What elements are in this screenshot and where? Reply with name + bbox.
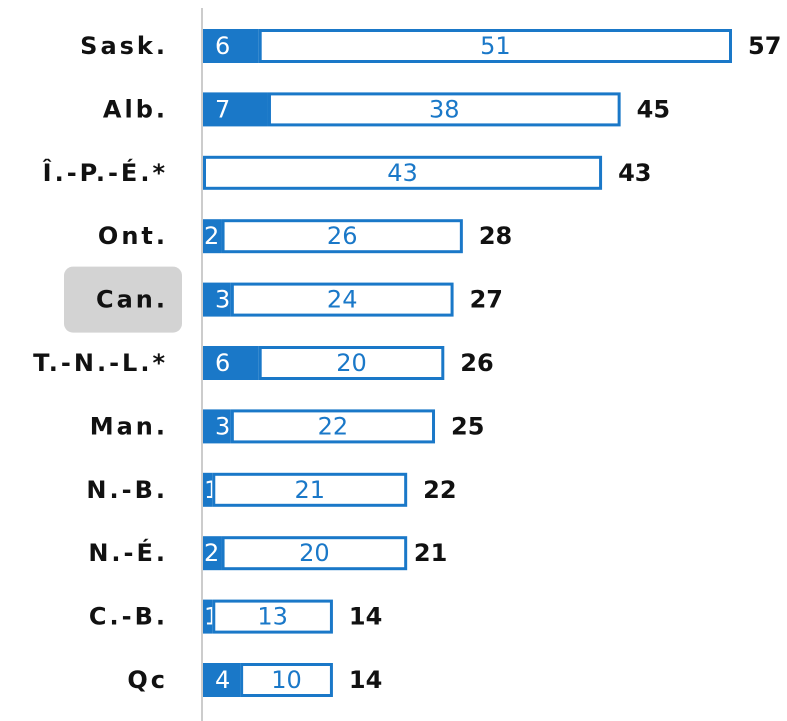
total-label: 22 bbox=[423, 476, 456, 504]
category-label: Can. bbox=[96, 286, 168, 314]
total-label: 45 bbox=[637, 95, 670, 123]
value-label: 2 bbox=[204, 222, 219, 250]
bar-segment bbox=[203, 536, 222, 571]
value-label: 24 bbox=[327, 286, 358, 314]
bar-segment bbox=[203, 409, 231, 444]
category-label: N.-É. bbox=[88, 538, 168, 567]
bar-segment bbox=[267, 92, 621, 127]
bar-segment bbox=[230, 282, 454, 317]
total-label: 28 bbox=[479, 222, 512, 250]
value-label: 20 bbox=[336, 349, 367, 377]
total-label: 14 bbox=[349, 666, 382, 694]
category-label: Qc bbox=[127, 666, 168, 694]
value-label: 3 bbox=[215, 286, 230, 314]
category-label: Î.-P.-É.* bbox=[43, 158, 168, 187]
bar-segment bbox=[203, 29, 259, 63]
value-label: 22 bbox=[318, 412, 349, 440]
value-label: 2 bbox=[204, 539, 219, 567]
bar-segment bbox=[203, 663, 241, 697]
bar-segment bbox=[203, 346, 259, 380]
total-label: 57 bbox=[748, 32, 781, 60]
value-label: 38 bbox=[429, 95, 460, 123]
value-label: 43 bbox=[387, 159, 418, 187]
bar-segment bbox=[221, 536, 408, 571]
total-label: 25 bbox=[451, 412, 484, 440]
bar-segment bbox=[212, 472, 408, 507]
bar-segment bbox=[258, 29, 732, 63]
bar-segment bbox=[240, 663, 333, 697]
bar-segment bbox=[230, 409, 436, 444]
bar-segment bbox=[221, 219, 463, 254]
value-label: 6 bbox=[215, 349, 230, 377]
value-label: 26 bbox=[327, 222, 358, 250]
total-label: 43 bbox=[618, 159, 651, 187]
value-label: 7 bbox=[215, 95, 230, 123]
highlight-box bbox=[64, 266, 182, 333]
category-label: Man. bbox=[90, 412, 168, 440]
category-label: Sask. bbox=[80, 32, 168, 60]
value-label: 13 bbox=[257, 603, 288, 631]
bar-segment bbox=[203, 155, 603, 190]
value-label: 3 bbox=[215, 412, 230, 440]
bar-segment bbox=[203, 219, 222, 254]
category-label: Ont. bbox=[98, 222, 168, 250]
bar-segment bbox=[203, 599, 213, 634]
value-label: 21 bbox=[294, 476, 325, 504]
value-label: 6 bbox=[215, 32, 230, 60]
value-label: 51 bbox=[480, 32, 511, 60]
total-label: 14 bbox=[349, 603, 382, 631]
bar-segment bbox=[258, 346, 445, 380]
category-label: Alb. bbox=[103, 95, 168, 123]
value-label: 4 bbox=[215, 666, 230, 694]
category-label: T.-N.-L.* bbox=[33, 349, 168, 377]
total-label: 26 bbox=[460, 349, 493, 377]
bar-segment bbox=[203, 282, 231, 317]
bar-segment bbox=[203, 472, 213, 507]
total-label: 21 bbox=[414, 539, 447, 567]
bar-segment bbox=[212, 599, 333, 634]
category-label: C.-B. bbox=[89, 603, 168, 631]
category-label: N.-B. bbox=[86, 476, 168, 504]
value-label: 10 bbox=[271, 666, 302, 694]
bar-segment bbox=[203, 92, 268, 127]
total-label: 27 bbox=[470, 286, 503, 314]
value-label: 20 bbox=[299, 539, 330, 567]
